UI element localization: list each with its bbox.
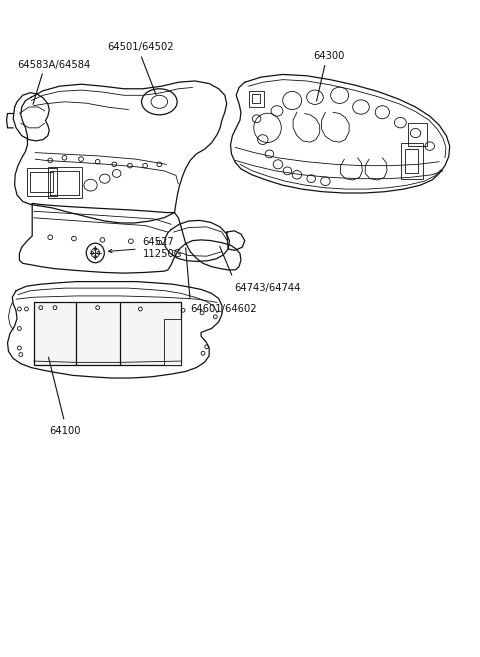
Bar — [164, 319, 180, 365]
Text: 64743/64744: 64743/64744 — [234, 283, 300, 293]
Text: 64527: 64527 — [143, 237, 175, 247]
Bar — [408, 124, 427, 146]
Text: 64100: 64100 — [49, 426, 81, 436]
Text: 64501/64502: 64501/64502 — [107, 42, 174, 53]
Bar — [26, 168, 57, 196]
Bar — [48, 167, 82, 198]
Text: 64300: 64300 — [313, 51, 345, 61]
Bar — [252, 94, 261, 103]
Bar — [401, 143, 423, 179]
Text: 64583A/64584: 64583A/64584 — [17, 60, 90, 70]
Text: 11250G: 11250G — [143, 250, 182, 260]
Text: 64601/64602: 64601/64602 — [190, 304, 257, 315]
Bar — [250, 91, 264, 107]
Bar — [405, 148, 419, 173]
Bar — [30, 172, 53, 192]
Bar — [34, 302, 180, 365]
